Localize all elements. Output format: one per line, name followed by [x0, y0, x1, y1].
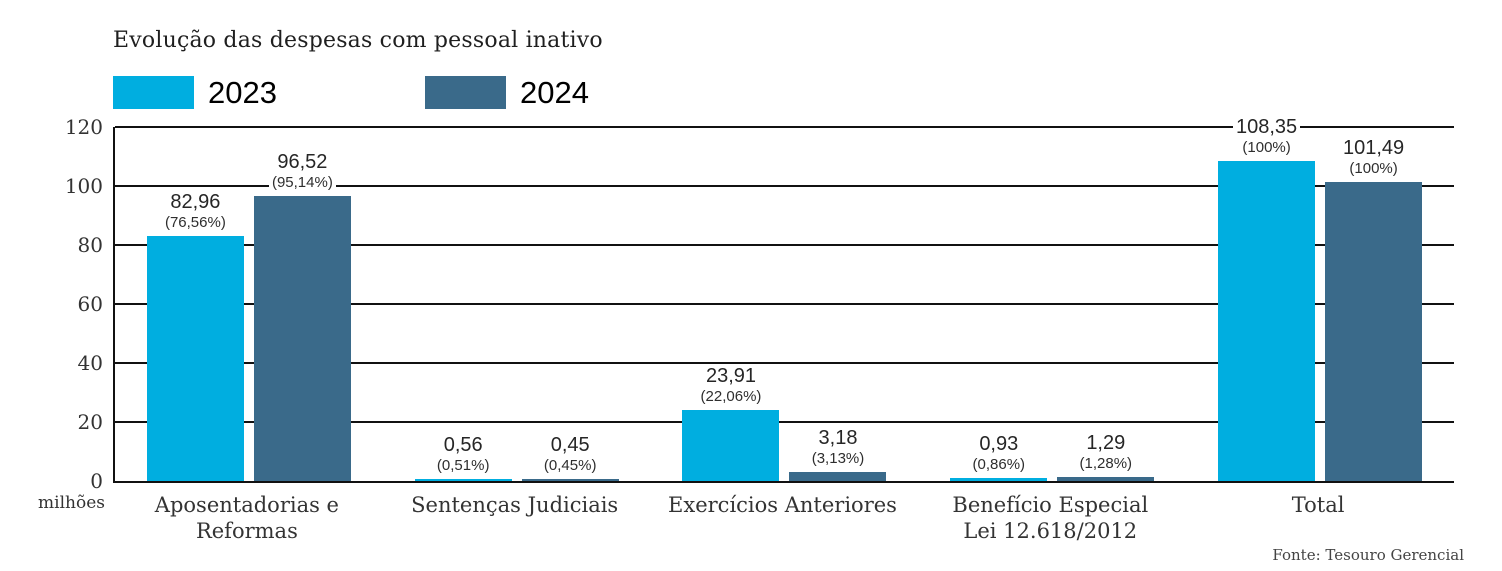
bar-column-2023: 0,93 (0,86%) [950, 433, 1048, 481]
pct-label-2023: (76,56%) [161, 214, 229, 233]
pct-label-2024: (0,45%) [540, 457, 600, 475]
pct-label-2023: (22,06%) [697, 388, 765, 407]
gridline-120 [115, 126, 1454, 128]
legend-item-2023: 2023 [113, 76, 277, 109]
x-axis-label-5: Total [1291, 493, 1345, 517]
plot-area: 0 20 40 60 80 100 120 milhões 82,96 (76,56%) 96,52… [38, 116, 1454, 513]
legend: 2023 2024 [113, 76, 589, 109]
bar-group-5: 108,35 (100%) 101,49 (100%) [1186, 116, 1454, 481]
bar-column-2023: 108,35 (100%) [1218, 116, 1316, 481]
bar-2024 [521, 479, 619, 481]
pct-label-2023: (100%) [1239, 139, 1294, 158]
bar-2023 [950, 478, 1048, 481]
bar-column-2023: 23,91 (22,06%) [682, 365, 780, 481]
bar-group-3: 23,91 (22,06%) 3,18 (3,13%) [651, 127, 919, 481]
bar-2024 [1057, 477, 1155, 481]
value-label-2024: 96,52 [274, 151, 331, 175]
y-tick-label-80: 80 [77, 233, 103, 257]
bar-2023 [682, 410, 780, 481]
x-axis-label-3: Exercícios Anteriores [668, 493, 897, 517]
value-label-2023: 0,56 [440, 434, 486, 457]
bar-2024 [789, 471, 887, 481]
bar-group-2: 0,56 (0,51%) 0,45 (0,45%) [383, 127, 651, 481]
x-axis-label-1: Aposentadorias e Reformas [154, 493, 339, 543]
gridline-20 [115, 421, 1454, 423]
bar-column-2024: 1,29 (1,28%) [1057, 432, 1155, 481]
pct-label-2023: (0,51%) [433, 457, 493, 475]
gridline-60 [115, 303, 1454, 305]
legend-label-2024: 2024 [519, 75, 589, 110]
gridline-40 [115, 362, 1454, 364]
y-tick-label-120: 120 [64, 115, 103, 139]
pct-label-2024: (100%) [1346, 159, 1401, 178]
value-label-2023: 0,93 [976, 433, 1022, 457]
x-axis-labels: Aposentadorias e Reformas Sentenças Judic… [113, 492, 1452, 544]
y-axis-unit: milhões [38, 493, 105, 513]
pct-label-2024: (1,28%) [1076, 455, 1136, 474]
chart-title: Evolução das despesas com pessoal inativ… [113, 28, 603, 53]
y-tick-label-100: 100 [64, 174, 103, 198]
bar-group-4: 0,93 (0,86%) 1,29 (1,28%) [918, 127, 1186, 481]
bar-column-2023: 82,96 (76,56%) [146, 191, 244, 481]
bar-2024 [253, 196, 351, 481]
value-label-2023: 82,96 [167, 191, 224, 215]
source-note: Fonte: Tesouro Gerencial [1272, 546, 1464, 564]
bar-2023 [146, 236, 244, 481]
bar-column-2024: 101,49 (100%) [1325, 136, 1423, 481]
value-label-2024: 0,45 [547, 434, 593, 457]
bar-column-2024: 0,45 (0,45%) [521, 434, 619, 481]
value-label-2024: 1,29 [1083, 432, 1129, 456]
bar-column-2024: 96,52 (95,14%) [253, 151, 351, 481]
value-label-2023: 108,35 [1232, 116, 1301, 140]
y-tick-label-40: 40 [77, 351, 103, 375]
bar-2024 [1325, 181, 1423, 481]
bar-2023 [414, 479, 512, 481]
bar-group-1: 82,96 (76,56%) 96,52 (95,14%) [115, 127, 383, 481]
value-label-2024: 101,49 [1339, 136, 1408, 160]
legend-item-2024: 2024 [424, 75, 589, 110]
value-label-2023: 23,91 [702, 365, 760, 389]
bar-2023 [1218, 161, 1316, 481]
pct-label-2024: (3,13%) [808, 449, 868, 468]
pct-label-2023: (0,86%) [969, 456, 1029, 475]
y-tick-label-0: 0 [90, 469, 103, 493]
x-axis-label-4: Benefício Especial Lei 12.618/2012 [952, 493, 1149, 543]
value-label-2024: 3,18 [815, 426, 861, 450]
x-axis-label-2: Sentenças Judiciais [411, 493, 619, 517]
gridline-100 [115, 185, 1454, 187]
gridline-80 [115, 244, 1454, 246]
legend-swatch-2024-icon [424, 76, 506, 109]
y-tick-label-60: 60 [77, 292, 103, 316]
bar-column-2024: 3,18 (3,13%) [789, 426, 887, 481]
legend-label-2023: 2023 [208, 75, 277, 110]
pct-label-2024: (95,14%) [268, 174, 336, 193]
legend-swatch-2023-icon [113, 76, 194, 109]
y-tick-label-20: 20 [77, 410, 103, 434]
bar-column-2023: 0,56 (0,51%) [414, 434, 512, 481]
